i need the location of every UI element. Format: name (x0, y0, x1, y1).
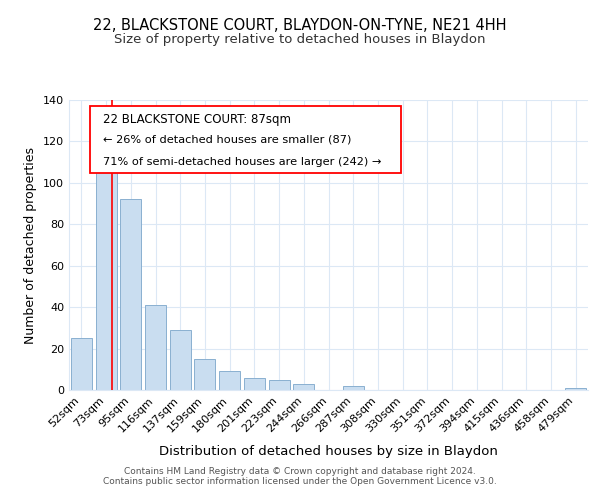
FancyBboxPatch shape (90, 106, 401, 172)
Bar (293, 384, 314, 390)
X-axis label: Distribution of detached houses by size in Blaydon: Distribution of detached houses by size … (159, 445, 498, 458)
Bar (95, 150, 116, 390)
Bar (194, 359, 215, 390)
Text: Contains public sector information licensed under the Open Government Licence v3: Contains public sector information licen… (103, 477, 497, 486)
Text: Size of property relative to detached houses in Blaydon: Size of property relative to detached ho… (114, 32, 486, 46)
Bar (71, 338, 92, 390)
Bar (565, 388, 586, 390)
Text: 71% of semi-detached houses are larger (242) →: 71% of semi-detached houses are larger (… (103, 156, 381, 166)
Text: Contains HM Land Registry data © Crown copyright and database right 2024.: Contains HM Land Registry data © Crown c… (124, 467, 476, 476)
Bar (145, 305, 166, 390)
Bar (244, 378, 265, 390)
Bar (219, 372, 240, 390)
Bar (269, 380, 290, 390)
Bar (343, 386, 364, 390)
Text: 22, BLACKSTONE COURT, BLAYDON-ON-TYNE, NE21 4HH: 22, BLACKSTONE COURT, BLAYDON-ON-TYNE, N… (93, 18, 507, 32)
Text: ← 26% of detached houses are smaller (87): ← 26% of detached houses are smaller (87… (103, 135, 351, 145)
Bar (170, 330, 191, 390)
Text: 22 BLACKSTONE COURT: 87sqm: 22 BLACKSTONE COURT: 87sqm (103, 113, 291, 126)
Y-axis label: Number of detached properties: Number of detached properties (25, 146, 37, 344)
Bar (120, 200, 141, 390)
